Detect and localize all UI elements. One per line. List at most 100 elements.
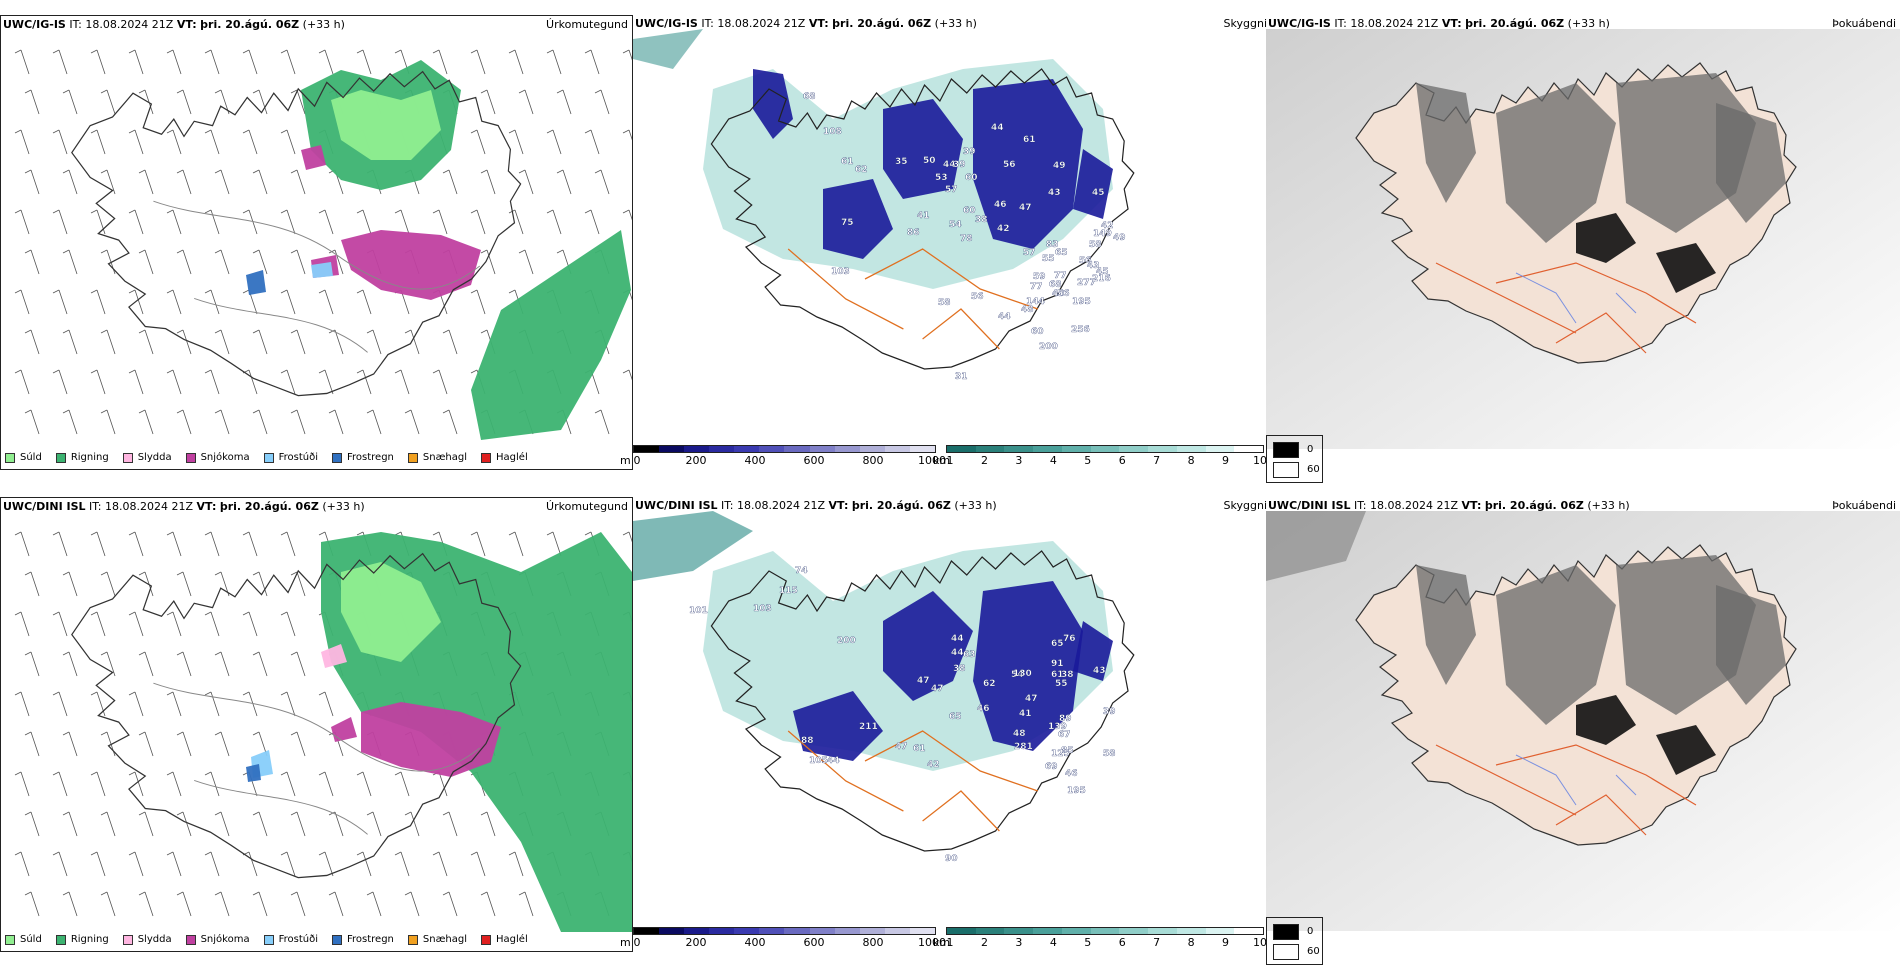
ceiling-color-step bbox=[784, 928, 810, 934]
ceiling-value-label: 89 bbox=[1059, 714, 1072, 724]
precip-legend-label: Rigning bbox=[70, 934, 109, 945]
visibility-color-step bbox=[1004, 446, 1034, 452]
ceiling-color-step bbox=[734, 446, 760, 452]
ceiling-color-step bbox=[684, 446, 710, 452]
visibility-color-step bbox=[975, 928, 1005, 934]
ceiling-color-step bbox=[809, 446, 835, 452]
vt-label: VT: bbox=[196, 500, 217, 513]
ceiling-value-label: 56 bbox=[1079, 256, 1092, 266]
precip-legend-swatch bbox=[332, 452, 342, 463]
ceiling-value-label: 48 bbox=[1013, 729, 1026, 739]
visibility-ticks: 1 2 3 4 5 6 7 8 9 10 bbox=[946, 454, 1268, 467]
precip-legend-item: Snjókoma bbox=[185, 934, 250, 945]
ceiling-value-label: 130 bbox=[1013, 669, 1032, 679]
panel-header: UWC/DINI ISL IT: 18.08.2024 21Z VT: þri.… bbox=[1268, 499, 1630, 512]
precip-legend-label: Frostúði bbox=[278, 934, 318, 945]
visibility-color-step bbox=[1090, 446, 1120, 452]
ceiling-color-step bbox=[659, 446, 685, 452]
visibility-color-step bbox=[947, 446, 976, 452]
precip-legend-item: Rigning bbox=[55, 452, 109, 463]
ceiling-value-label: 281 bbox=[1014, 742, 1033, 752]
ceiling-value-label: 63 bbox=[963, 650, 976, 660]
ceiling-ticks: 0 200 400 600 800 1000 bbox=[633, 454, 947, 467]
visibility-tick-label: 9 bbox=[1222, 936, 1230, 949]
ceiling-value-label: 65 bbox=[1051, 639, 1064, 649]
it-label: IT: bbox=[1354, 499, 1367, 512]
fog-panel: UWC/DINI ISL IT: 18.08.2024 21Z VT: þri.… bbox=[1266, 497, 1900, 952]
ceiling-tick-label: 1000 bbox=[918, 936, 946, 949]
ceiling-value-label: 44 bbox=[943, 160, 956, 170]
precip-legend-label: Frostregn bbox=[347, 934, 394, 945]
cloud-legend-black bbox=[1273, 924, 1299, 940]
panel-header: UWC/IG-IS IT: 18.08.2024 21Z VT: þri. 20… bbox=[3, 18, 345, 31]
ceiling-color-step bbox=[659, 928, 685, 934]
model-name: UWC/DINI ISL bbox=[3, 500, 86, 513]
panel-header: UWC/DINI ISL IT: 18.08.2024 21Z VT: þri.… bbox=[635, 499, 997, 512]
ceiling-value-label: 88 bbox=[801, 736, 814, 746]
forecast-row-ig-is: UWC/IG-IS IT: 18.08.2024 21Z VT: þri. 20… bbox=[0, 15, 1900, 485]
ceiling-value-label: 103 bbox=[753, 604, 772, 614]
ceiling-color-step bbox=[759, 446, 785, 452]
ceiling-unit: m bbox=[620, 936, 631, 949]
visibility-colorbar-strip bbox=[946, 445, 1264, 453]
ceiling-value-label: 200 bbox=[837, 636, 856, 646]
precip-type-panel: UWC/IG-IS IT: 18.08.2024 21Z VT: þri. 20… bbox=[0, 15, 633, 470]
ceiling-value-label: 65 bbox=[1055, 248, 1068, 258]
ceiling-value-label: 56 bbox=[971, 292, 984, 302]
precip-legend-label: Slydda bbox=[137, 452, 172, 463]
visibility-tick-label: 9 bbox=[1222, 454, 1230, 467]
ceiling-value-label: 58 bbox=[1103, 749, 1116, 759]
ceiling-tick-label: 400 bbox=[744, 454, 766, 467]
ceiling-value-label: 47 bbox=[1025, 694, 1038, 704]
precip-legend-swatch bbox=[55, 934, 66, 945]
ceiling-value-label: 56 bbox=[1057, 289, 1070, 299]
precip-legend-label: Snjókoma bbox=[200, 452, 250, 463]
ceiling-value-label: 108 bbox=[823, 127, 842, 137]
ceiling-value-label: 42 bbox=[997, 224, 1010, 234]
it-label: IT: bbox=[69, 18, 82, 31]
visibility-tick-label: 1 bbox=[946, 454, 954, 467]
panel-header: UWC/IG-IS IT: 18.08.2024 21Z VT: þri. 20… bbox=[635, 17, 977, 30]
precip-legend-item: Frostregn bbox=[332, 452, 394, 463]
ceiling-color-step bbox=[684, 928, 710, 934]
ceiling-value-label: 69 bbox=[1045, 762, 1058, 772]
visibility-tick-label: 7 bbox=[1153, 454, 1161, 467]
ceiling-value-label: 55 bbox=[1055, 679, 1068, 689]
ceiling-value-label: 58 bbox=[938, 298, 951, 308]
precip-legend-swatch bbox=[122, 452, 133, 463]
ceiling-tick-label: 0 bbox=[633, 454, 641, 467]
ceiling-color-step bbox=[834, 446, 860, 452]
precip-legend-swatch bbox=[263, 934, 274, 945]
ceiling-tick-label: 1000 bbox=[918, 454, 946, 467]
ceiling-value-label: 39 bbox=[963, 147, 976, 157]
ceiling-color-step bbox=[859, 928, 885, 934]
cloud-legend-white-label: 60 bbox=[1307, 464, 1320, 475]
vt-value: þri. 20.ágú. 06Z bbox=[219, 500, 319, 513]
ceiling-value-label: 38 bbox=[975, 215, 988, 225]
ceiling-value-label: 91 bbox=[1051, 659, 1064, 669]
ceiling-value-label: 61 bbox=[1051, 670, 1064, 680]
lead-time: (+33 h) bbox=[1587, 499, 1630, 512]
visibility-tick-label: 10 bbox=[1253, 454, 1267, 467]
it-label: IT: bbox=[1334, 17, 1347, 30]
panel-title-precip: Úrkomutegund bbox=[546, 500, 628, 513]
ceiling-value-label: 42 bbox=[1101, 221, 1114, 231]
ceiling-color-step bbox=[634, 446, 660, 452]
ceiling-value-label: 103 bbox=[831, 267, 850, 277]
ceiling-value-label: 57 bbox=[945, 185, 958, 195]
visibility-unit: km bbox=[933, 454, 951, 467]
visibility-tick-label: 3 bbox=[1015, 454, 1023, 467]
precip-legend-swatch bbox=[122, 934, 133, 945]
ceiling-tick-label: 600 bbox=[803, 936, 825, 949]
it-label: IT: bbox=[701, 17, 714, 30]
visibility-color-step bbox=[1234, 446, 1264, 452]
vt-label: VT: bbox=[176, 18, 197, 31]
ceiling-value-label: 61 bbox=[841, 157, 854, 167]
ceiling-value-label: 216 bbox=[1092, 274, 1111, 284]
precip-legend-swatch bbox=[481, 934, 492, 945]
it-value: 18.08.2024 21Z bbox=[105, 500, 194, 513]
ceiling-colorbar: 0 200 400 600 800 1000 m bbox=[620, 445, 947, 467]
ceiling-value-label: 76 bbox=[1063, 634, 1076, 644]
panel-title-fog: Þokuábendi bbox=[1832, 499, 1896, 512]
ceiling-value-label: 38 bbox=[953, 664, 966, 674]
